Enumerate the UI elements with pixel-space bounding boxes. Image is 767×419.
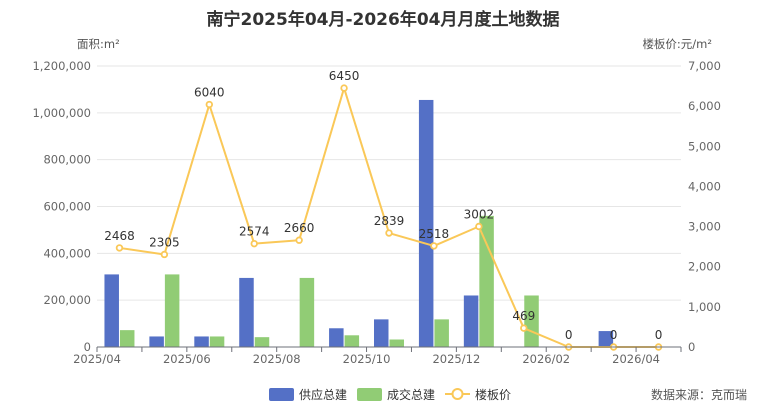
right-tick-label: 4,000 bbox=[688, 179, 721, 193]
legend-deal-label[interactable]: 成交总建 bbox=[387, 387, 435, 402]
right-tick-label: 7,000 bbox=[688, 59, 721, 73]
deal-bar[interactable] bbox=[479, 215, 494, 347]
price-data-label: 469 bbox=[512, 309, 535, 323]
right-tick-label: 1,000 bbox=[688, 300, 721, 314]
right-tick-label: 2,000 bbox=[688, 260, 721, 274]
x-tick-label: 2025/12 bbox=[432, 352, 480, 366]
left-tick-label: 400,000 bbox=[43, 246, 91, 260]
deal-bar[interactable] bbox=[344, 335, 360, 347]
price-data-label: 0 bbox=[565, 328, 573, 342]
left-tick-label: 1,200,000 bbox=[32, 59, 91, 73]
x-tick-label: 2025/08 bbox=[253, 352, 301, 366]
deal-bar[interactable] bbox=[389, 339, 405, 347]
price-data-label: 6040 bbox=[194, 86, 225, 100]
legend-supply-swatch bbox=[269, 388, 294, 401]
price-point[interactable] bbox=[475, 222, 483, 231]
left-tick-label: 0 bbox=[84, 340, 91, 354]
deal-bar[interactable] bbox=[254, 337, 270, 347]
legend-price-marker bbox=[451, 388, 464, 400]
left-tick-label: 600,000 bbox=[43, 200, 91, 214]
x-tick-label: 2026/04 bbox=[612, 352, 660, 366]
deal-bar[interactable] bbox=[299, 277, 315, 347]
price-data-label: 2518 bbox=[419, 227, 450, 241]
legend[interactable]: 供应总建 成交总建 楼板价 bbox=[269, 387, 511, 402]
price-data-label: 2468 bbox=[104, 229, 135, 243]
right-axis-ticks: 0 1,000 2,000 3,000 4,000 5,000 6,000 7,000 bbox=[688, 59, 721, 354]
legend-price-label[interactable]: 楼板价 bbox=[475, 387, 511, 402]
chart-title: 南宁2025年04月-2026年04月月度土地数据 bbox=[207, 9, 560, 30]
price-data-label: 3002 bbox=[464, 207, 495, 221]
price-point[interactable] bbox=[250, 239, 258, 248]
bar-series bbox=[104, 99, 614, 348]
price-point[interactable] bbox=[520, 324, 528, 332]
left-tick-label: 1,000,000 bbox=[32, 106, 91, 120]
x-tick-label: 2025/06 bbox=[163, 352, 211, 366]
x-tick-label: 2025/10 bbox=[343, 352, 391, 366]
price-data-label: 2574 bbox=[239, 225, 270, 239]
supply-bar[interactable] bbox=[239, 277, 254, 347]
price-point[interactable] bbox=[115, 244, 124, 252]
left-tick-label: 800,000 bbox=[43, 153, 91, 167]
right-tick-label: 3,000 bbox=[688, 220, 721, 234]
supply-bar[interactable] bbox=[194, 336, 209, 347]
price-point[interactable] bbox=[295, 236, 303, 244]
x-axis: 2025/04 2025/06 2025/08 2025/10 2025/12 2026/… bbox=[73, 346, 682, 366]
supply-bar[interactable] bbox=[418, 99, 434, 348]
supply-bar[interactable] bbox=[463, 295, 479, 347]
right-tick-label: 6,000 bbox=[688, 99, 721, 113]
left-axis-ticks: 0 200,000 400,000 600,000 800,000 1,000,000 1,… bbox=[32, 59, 91, 354]
price-point[interactable] bbox=[385, 229, 393, 237]
price-line-series: 2468 2305 6040 2574 2660 6450 2839 2518 3002 469 0… bbox=[104, 69, 663, 351]
price-data-label: 0 bbox=[610, 328, 618, 342]
price-data-label: 6450 bbox=[329, 69, 360, 83]
price-point[interactable] bbox=[430, 242, 438, 250]
price-point[interactable] bbox=[160, 250, 169, 259]
supply-bar[interactable] bbox=[149, 336, 164, 347]
left-tick-label: 200,000 bbox=[43, 293, 91, 307]
deal-bar[interactable] bbox=[119, 330, 135, 347]
legend-deal-swatch bbox=[357, 388, 382, 401]
left-axis-unit: 面积:m² bbox=[77, 37, 120, 51]
x-tick-label: 2026/02 bbox=[522, 352, 570, 366]
price-data-label: 0 bbox=[655, 328, 663, 342]
price-data-label: 2839 bbox=[374, 214, 405, 228]
deal-bar[interactable] bbox=[524, 295, 539, 347]
deal-bar[interactable] bbox=[164, 274, 180, 347]
supply-bar[interactable] bbox=[329, 328, 344, 347]
price-point[interactable] bbox=[205, 100, 214, 109]
price-point[interactable] bbox=[340, 84, 348, 92]
grid-lines bbox=[97, 65, 681, 301]
price-data-label: 2660 bbox=[284, 221, 315, 235]
source-text: 数据来源：克而瑞 bbox=[651, 387, 747, 402]
price-data-label: 2305 bbox=[149, 235, 180, 249]
deal-bar[interactable] bbox=[434, 319, 449, 347]
supply-bar[interactable] bbox=[374, 319, 389, 347]
supply-bar[interactable] bbox=[104, 274, 119, 347]
deal-bar[interactable] bbox=[209, 336, 225, 347]
right-tick-label: 5,000 bbox=[688, 139, 721, 153]
supply-bar[interactable] bbox=[598, 331, 614, 347]
legend-supply-label[interactable]: 供应总建 bbox=[299, 387, 347, 402]
right-axis-unit: 楼板价:元/m² bbox=[642, 37, 712, 51]
x-tick-label: 2025/04 bbox=[73, 352, 121, 366]
right-tick-label: 0 bbox=[688, 340, 695, 354]
